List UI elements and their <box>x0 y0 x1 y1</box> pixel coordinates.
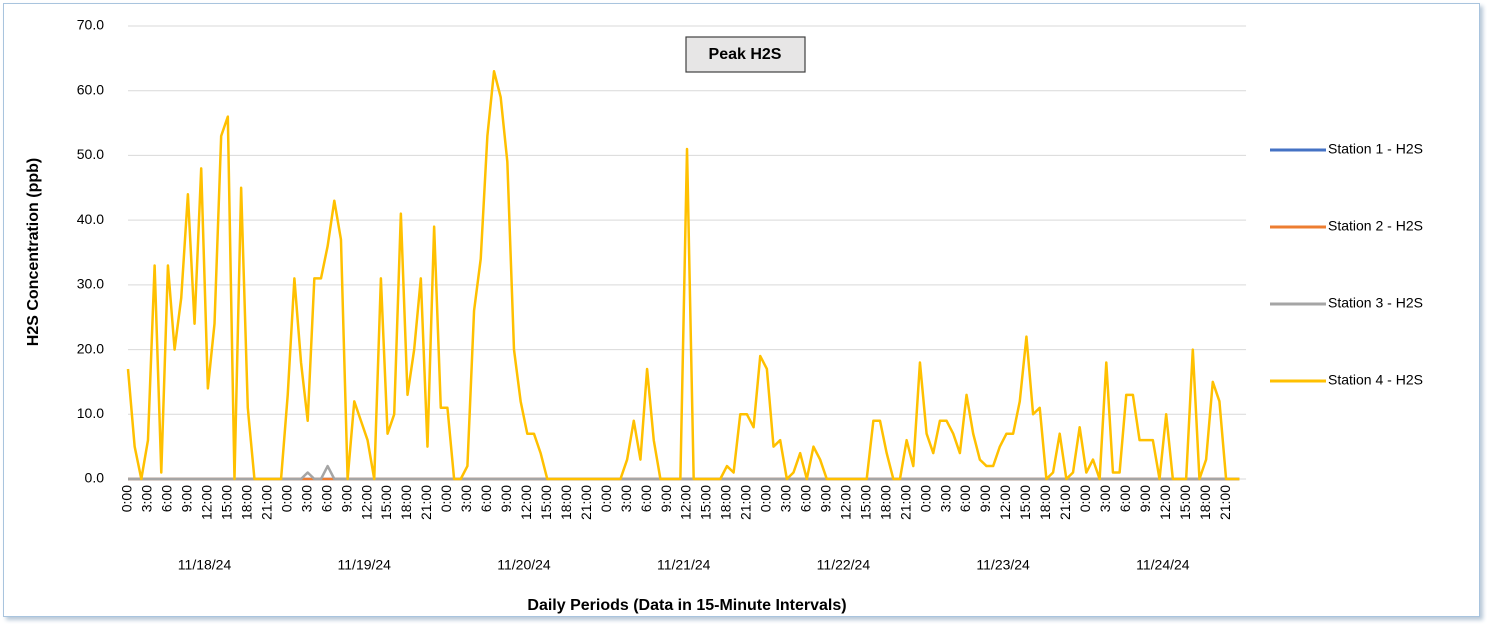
x-tick-label: 18:00 <box>398 485 414 520</box>
x-tick-label: 12:00 <box>1157 485 1173 520</box>
x-tick-label: 15:00 <box>1017 485 1033 520</box>
x-tick-label: 6:00 <box>1117 485 1133 512</box>
x-group-label: 11/19/24 <box>338 557 392 573</box>
x-tick-label: 18:00 <box>1197 485 1213 520</box>
x-tick-label: 3:00 <box>458 485 474 512</box>
x-tick-label: 15:00 <box>538 485 554 520</box>
x-tick-label: 18:00 <box>1037 485 1053 520</box>
legend-label: Station 3 - H2S <box>1328 295 1423 311</box>
x-tick-label: 9:00 <box>179 485 195 512</box>
x-tick-label: 21:00 <box>258 485 274 520</box>
series-line <box>126 70 1240 481</box>
x-tick-label: 0:00 <box>438 485 454 512</box>
x-tick-label: 21:00 <box>738 485 754 520</box>
x-tick-label: 12:00 <box>997 485 1013 520</box>
x-axis-title: Daily Periods (Data in 15-Minute Interva… <box>527 597 846 614</box>
chart-title: Peak H2S <box>709 46 782 63</box>
y-tick-label: 30.0 <box>77 276 104 292</box>
legend-label: Station 4 - H2S <box>1328 372 1423 388</box>
x-tick-label: 0:00 <box>1077 485 1093 512</box>
y-tick-label: 40.0 <box>77 211 104 227</box>
legend-label: Station 2 - H2S <box>1328 218 1423 234</box>
x-tick-label: 15:00 <box>857 485 873 520</box>
x-tick-label: 6:00 <box>957 485 973 512</box>
x-tick-label: 6:00 <box>318 485 334 512</box>
x-group-label: 11/18/24 <box>178 557 232 573</box>
x-group-label: 11/21/24 <box>657 557 711 573</box>
x-tick-label: 9:00 <box>1137 485 1153 512</box>
title-box <box>685 36 806 73</box>
x-tick-label: 12:00 <box>837 485 853 520</box>
x-tick-label: 21:00 <box>897 485 913 520</box>
y-tick-label: 60.0 <box>77 81 104 97</box>
x-group-label: 11/20/24 <box>497 557 551 573</box>
x-tick-label: 3:00 <box>1097 485 1113 512</box>
x-tick-label: 9:00 <box>658 485 674 512</box>
x-tick-label: 6:00 <box>478 485 494 512</box>
x-group-label: 11/24/24 <box>1136 557 1190 573</box>
x-group-label: 11/22/24 <box>817 557 871 573</box>
x-tick-label: 18:00 <box>718 485 734 520</box>
x-tick-label: 6:00 <box>638 485 654 512</box>
x-tick-label: 0:00 <box>119 485 135 512</box>
y-tick-label: 70.0 <box>77 17 104 33</box>
x-tick-label: 15:00 <box>698 485 714 520</box>
x-group-label: 11/23/24 <box>976 557 1030 573</box>
x-tick-label: 3:00 <box>937 485 953 512</box>
x-tick-label: 15:00 <box>378 485 394 520</box>
x-tick-label: 21:00 <box>1217 485 1233 520</box>
x-tick-label: 21:00 <box>1057 485 1073 520</box>
x-tick-label: 6:00 <box>159 485 175 512</box>
x-tick-label: 18:00 <box>238 485 254 520</box>
legend-label: Station 1 - H2S <box>1328 141 1423 157</box>
x-tick-label: 0:00 <box>917 485 933 512</box>
x-tick-label: 12:00 <box>518 485 534 520</box>
series-line <box>128 464 1240 481</box>
x-tick-label: 0:00 <box>598 485 614 512</box>
x-tick-label: 9:00 <box>338 485 354 512</box>
x-tick-label: 15:00 <box>1177 485 1193 520</box>
x-tick-label: 6:00 <box>798 485 814 512</box>
x-tick-label: 21:00 <box>578 485 594 520</box>
x-tick-label: 3:00 <box>618 485 634 512</box>
y-tick-label: 0.0 <box>85 470 105 486</box>
x-tick-label: 9:00 <box>817 485 833 512</box>
x-tick-label: 9:00 <box>498 485 514 512</box>
x-tick-label: 0:00 <box>278 485 294 512</box>
x-tick-label: 18:00 <box>877 485 893 520</box>
x-tick-label: 0:00 <box>758 485 774 512</box>
x-tick-label: 3:00 <box>139 485 155 512</box>
y-tick-label: 50.0 <box>77 146 104 162</box>
x-tick-label: 3:00 <box>778 485 794 512</box>
x-tick-label: 15:00 <box>219 485 235 520</box>
y-tick-label: 20.0 <box>77 340 104 356</box>
x-tick-label: 12:00 <box>678 485 694 520</box>
x-tick-label: 3:00 <box>298 485 314 512</box>
chart-frame <box>3 3 1480 617</box>
x-tick-label: 21:00 <box>418 485 434 520</box>
y-tick-label: 10.0 <box>77 405 104 421</box>
x-tick-label: 12:00 <box>358 485 374 520</box>
y-axis-title: H2S Concentration (ppb) <box>25 158 42 346</box>
x-tick-label: 18:00 <box>558 485 574 520</box>
x-tick-label: 12:00 <box>199 485 215 520</box>
x-tick-label: 9:00 <box>977 485 993 512</box>
